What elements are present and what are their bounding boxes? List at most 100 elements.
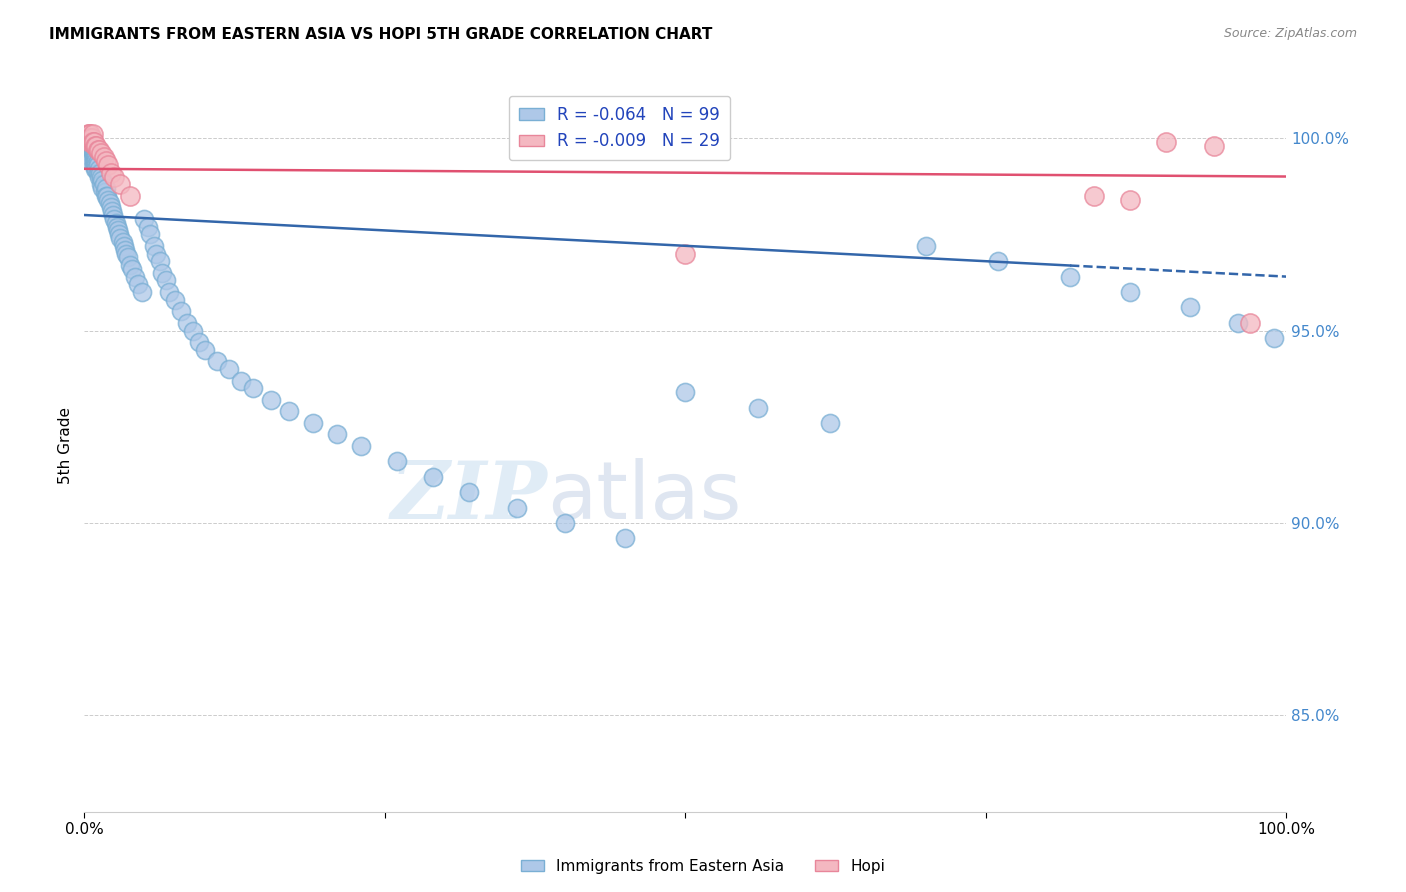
Point xyxy=(86,150,108,164)
Point xyxy=(100,200,122,214)
Point xyxy=(86,154,108,169)
Point xyxy=(86,161,108,176)
Point xyxy=(79,135,101,149)
Point xyxy=(97,158,120,172)
Point xyxy=(115,246,138,260)
Point xyxy=(101,204,124,219)
Point xyxy=(205,354,228,368)
Point xyxy=(117,251,139,265)
Point xyxy=(110,231,132,245)
Point xyxy=(152,266,174,280)
Point xyxy=(242,381,264,395)
Point xyxy=(136,219,159,234)
Point xyxy=(277,404,299,418)
Point xyxy=(79,150,101,164)
Point xyxy=(98,196,121,211)
Point xyxy=(114,243,136,257)
Point xyxy=(83,158,105,172)
Point xyxy=(134,211,156,226)
Point xyxy=(79,138,101,153)
Point xyxy=(1083,188,1105,202)
Point xyxy=(86,158,108,172)
Point xyxy=(187,334,209,349)
Point xyxy=(86,143,108,157)
Point xyxy=(157,285,180,299)
Point xyxy=(86,158,108,172)
Point xyxy=(93,150,115,164)
Point xyxy=(89,166,111,180)
Point xyxy=(1263,331,1285,345)
Point xyxy=(80,135,103,149)
Point xyxy=(79,127,101,141)
Point xyxy=(84,150,107,164)
Point xyxy=(100,166,122,180)
Point xyxy=(1227,316,1250,330)
Point xyxy=(94,185,117,199)
Point xyxy=(91,181,114,195)
Text: atlas: atlas xyxy=(547,458,741,536)
Point xyxy=(194,343,217,357)
Point xyxy=(86,138,108,153)
Point xyxy=(554,516,576,530)
Point xyxy=(181,324,204,338)
Point xyxy=(326,427,349,442)
Point xyxy=(94,181,117,195)
Point xyxy=(87,143,110,157)
Point xyxy=(82,146,104,161)
Point xyxy=(91,173,114,187)
Point xyxy=(675,246,697,260)
Point xyxy=(915,239,938,253)
Point xyxy=(83,146,105,161)
Point xyxy=(86,166,108,180)
Point xyxy=(87,161,110,176)
Point xyxy=(614,532,637,546)
Point xyxy=(458,485,481,500)
Point xyxy=(84,138,107,153)
Point xyxy=(1156,135,1178,149)
Point xyxy=(80,131,103,145)
Point xyxy=(139,227,162,242)
Point xyxy=(79,143,101,157)
Point xyxy=(79,143,101,157)
Point xyxy=(94,188,117,202)
Point xyxy=(79,131,101,145)
Text: ZIP: ZIP xyxy=(391,458,547,536)
Point xyxy=(143,239,166,253)
Point xyxy=(169,304,191,318)
Point xyxy=(90,178,112,192)
Point xyxy=(124,269,146,284)
Point xyxy=(155,273,177,287)
Point xyxy=(301,416,323,430)
Point xyxy=(84,154,107,169)
Point xyxy=(83,154,105,169)
Point xyxy=(104,216,127,230)
Point xyxy=(97,193,120,207)
Point xyxy=(105,219,128,234)
Point xyxy=(79,138,101,153)
Point xyxy=(77,131,100,145)
Point xyxy=(260,392,283,407)
Point xyxy=(77,127,100,141)
Point xyxy=(83,135,105,149)
Point xyxy=(103,208,125,222)
Text: IMMIGRANTS FROM EASTERN ASIA VS HOPI 5TH GRADE CORRELATION CHART: IMMIGRANTS FROM EASTERN ASIA VS HOPI 5TH… xyxy=(49,27,713,42)
Point xyxy=(218,362,240,376)
Point xyxy=(79,154,101,169)
Point xyxy=(131,285,153,299)
Point xyxy=(84,161,107,176)
Point xyxy=(79,146,101,161)
Point xyxy=(103,169,125,184)
Point xyxy=(350,439,373,453)
Point xyxy=(82,127,104,141)
Point xyxy=(87,169,110,184)
Point xyxy=(1204,138,1226,153)
Y-axis label: 5th Grade: 5th Grade xyxy=(58,408,73,484)
Text: Source: ZipAtlas.com: Source: ZipAtlas.com xyxy=(1223,27,1357,40)
Legend: Immigrants from Eastern Asia, Hopi: Immigrants from Eastern Asia, Hopi xyxy=(515,853,891,880)
Point xyxy=(111,235,134,249)
Point xyxy=(90,169,112,184)
Point xyxy=(84,146,107,161)
Point xyxy=(1239,316,1261,330)
Point xyxy=(118,258,141,272)
Point xyxy=(83,150,105,164)
